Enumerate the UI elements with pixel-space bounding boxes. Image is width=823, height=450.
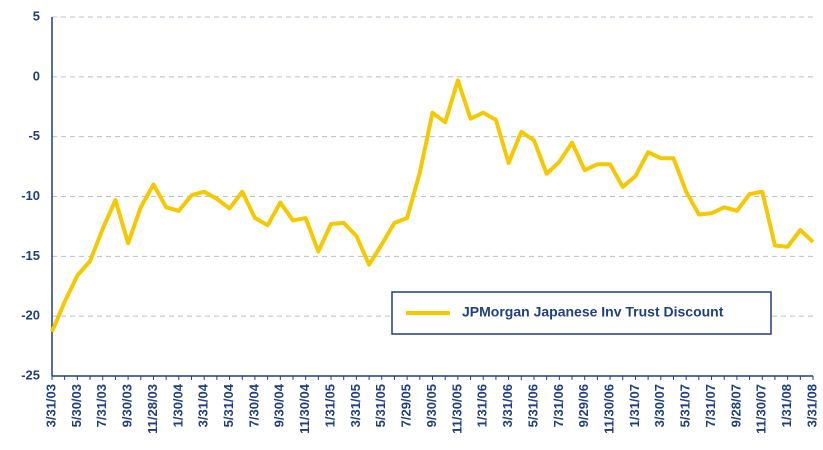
x-tick-label: 9/30/04 (272, 383, 287, 427)
legend-label: JPMorgan Japanese Inv Trust Discount (462, 304, 724, 320)
x-tick-label: 9/30/05 (424, 384, 439, 427)
x-tick-label: 5/31/05 (373, 384, 388, 427)
x-tick-label: 11/28/03 (145, 384, 160, 434)
x-tick-label: 7/30/04 (246, 383, 261, 427)
line (50, 78, 815, 333)
x-tick-label: 5/31/07 (678, 384, 693, 427)
x-tick-label: 11/30/04 (297, 383, 312, 434)
x-tick-label: 3/31/04 (196, 383, 211, 427)
x-tick-label: 7/31/07 (703, 384, 718, 427)
x-tick-label: 7/31/03 (94, 384, 109, 427)
x-tick-label: 5/30/03 (69, 384, 84, 427)
x-tick-label: 11/30/07 (754, 384, 769, 434)
x-tick-label: 3/31/03 (43, 384, 58, 427)
x-tick-label: 9/28/07 (728, 384, 743, 427)
x-tick-label: 9/29/06 (576, 384, 591, 427)
y-tick-label: 0 (33, 68, 40, 83)
y-tick-label: -15 (21, 248, 40, 263)
x-tick-label: 7/29/05 (399, 384, 414, 427)
x-tick-label: 1/30/04 (170, 383, 185, 427)
x-tick-label: 1/31/07 (627, 384, 642, 427)
x-tick-label: 9/30/03 (120, 384, 135, 427)
y-tick-label: -10 (21, 188, 40, 203)
x-tick-label: 11/30/06 (602, 384, 617, 434)
x-tick-label: 1/31/05 (322, 384, 337, 427)
x-tick-label: 11/30/05 (449, 384, 464, 434)
y-tick-label: -25 (21, 367, 40, 382)
x-tick-label: 7/31/06 (551, 384, 566, 427)
x-tick-label: 1/31/06 (475, 384, 490, 427)
x-tick-label: 3/31/08 (804, 384, 819, 427)
y-tick-label: 5 (33, 8, 40, 23)
x-tick-label: 3/31/06 (500, 384, 515, 427)
y-tick-label: -20 (21, 308, 40, 323)
x-tick-label: 5/31/04 (221, 383, 236, 427)
legend-box (391, 291, 772, 335)
x-tick-label: 1/31/08 (779, 384, 794, 427)
x-tick-label: 3/30/07 (652, 384, 667, 427)
x-tick-label: 3/31/05 (348, 384, 363, 427)
y-tick-label: -5 (28, 128, 40, 143)
x-tick-label: 5/31/06 (525, 384, 540, 427)
